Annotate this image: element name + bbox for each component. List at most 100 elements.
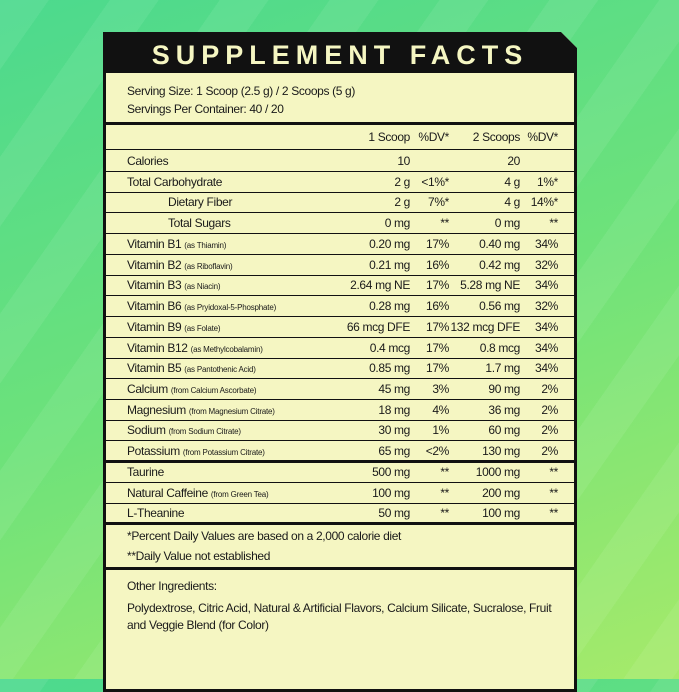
nutrient-dv-2: 34% (535, 236, 558, 251)
nutrient-note: (as Pantothenic Acid) (184, 365, 256, 375)
nutrient-note: (as Methylcobalamin) (190, 344, 263, 354)
divider (106, 420, 574, 421)
divider (106, 122, 574, 125)
nutrient-amount-1: 0.4 mcg (369, 340, 410, 355)
nutrient-dv-2: 2% (541, 382, 558, 397)
nutrient-amount-2: 0.42 mg (479, 257, 520, 272)
nutrient-amount-1: 18 mg (378, 402, 410, 417)
nutrient-dv-1: 16% (426, 299, 449, 314)
nutrient-dv-2: ** (549, 216, 558, 231)
nutrient-name: Dietary Fiber (168, 195, 232, 209)
divider (106, 378, 574, 379)
footnote: *Percent Daily Values are based on a 2,0… (127, 529, 402, 544)
divider (106, 254, 574, 255)
nutrient-amount-2: 4 g (504, 174, 520, 189)
nutrient-amount-1: 0.28 mg (369, 299, 410, 314)
nutrient-dv-2: 34% (535, 319, 558, 334)
nutrient-label: Vitamin B3 (127, 278, 182, 293)
nutrient-dv-1: 17% (426, 236, 449, 251)
nutrient-amount-1: 0.85 mg (369, 361, 410, 376)
nutrient-amount-1: 0.20 mg (369, 236, 410, 251)
nutrient-amount-2: 1000 mg (475, 464, 520, 479)
nutrient-note: (from Potassium Citrate) (182, 448, 265, 458)
nutrient-dv-2: 2% (541, 423, 558, 438)
nutrient-label: Vitamin B9 (127, 319, 182, 334)
nutrient-name: Vitamin B6 (as Pryidoxal-5-Phosphate) (127, 299, 276, 315)
nutrient-dv-2: 14%* (530, 195, 558, 210)
nutrient-amount-2: 200 mg (482, 485, 520, 500)
nutrient-amount-2: 0.56 mg (479, 299, 520, 314)
nutrient-name: Vitamin B3 (as Niacin) (127, 278, 220, 294)
nutrient-amount-2: 60 mg (488, 423, 520, 438)
nutrient-amount-2: 4 g (504, 195, 520, 210)
nutrient-dv-1: 17% (426, 278, 449, 293)
serving-size: Serving Size: 1 Scoop (2.5 g) / 2 Scoops… (127, 84, 356, 98)
nutrient-label: Total Carbohydrate (127, 174, 223, 189)
divider (106, 295, 574, 296)
divider (106, 482, 574, 483)
nutrient-label: Taurine (127, 464, 164, 479)
other-ingredients-heading: Other Ingredients: (127, 579, 217, 594)
divider (106, 460, 574, 463)
nutrient-label: Calcium (127, 382, 168, 397)
nutrient-name: Sodium (from Sodium Citrate) (127, 423, 241, 439)
nutrient-dv-2: 34% (535, 361, 558, 376)
nutrient-amount-2: 0 mg (494, 216, 520, 231)
nutrient-name: Magnesium (from Magnesium Citrate) (127, 403, 275, 419)
nutrient-note: (from Green Tea) (210, 489, 269, 499)
nutrient-dv-1: 1% (432, 423, 449, 438)
nutrient-amount-1: 100 mg (372, 485, 410, 500)
servings-per-container: Servings Per Container: 40 / 20 (127, 102, 284, 116)
nutrient-name: Calories (127, 154, 168, 168)
nutrient-dv-2: ** (549, 485, 558, 500)
nutrient-name: Vitamin B9 (as Folate) (127, 320, 220, 336)
nutrient-note: (as Pryidoxal-5-Phosphate) (184, 303, 277, 313)
nutrient-dv-1: 16% (426, 257, 449, 272)
nutrient-amount-2: 132 mcg DFE (450, 319, 520, 334)
nutrient-amount-1: 30 mg (378, 423, 410, 438)
title: SUPPLEMENT FACTS (151, 40, 529, 70)
nutrient-amount-2: 36 mg (488, 402, 520, 417)
nutrient-label: Magnesium (127, 402, 186, 417)
nutrient-amount-2: 100 mg (482, 506, 520, 521)
nutrient-label: Vitamin B6 (127, 299, 182, 314)
nutrient-amount-1: 65 mg (378, 444, 410, 459)
nutrient-name: Vitamin B1 (as Thiamin) (127, 237, 226, 253)
column-header: %DV* (418, 130, 449, 144)
column-header: 1 Scoop (368, 130, 410, 144)
divider (106, 399, 574, 400)
nutrient-dv-2: 2% (541, 402, 558, 417)
nutrient-note: (from Magnesium Citrate) (188, 406, 275, 416)
nutrient-name: Total Carbohydrate (127, 175, 222, 189)
divider (106, 567, 574, 570)
divider (106, 171, 574, 172)
divider (106, 358, 574, 359)
nutrient-amount-1: 0.21 mg (369, 257, 410, 272)
divider (106, 503, 574, 504)
nutrient-amount-2: 20 (507, 154, 520, 168)
supplement-panel: SUPPLEMENT FACTS Serving Size: 1 Scoop (… (103, 32, 577, 692)
title-bar (106, 35, 574, 73)
nutrient-name: L-Theanine (127, 506, 184, 520)
nutrient-name: Vitamin B12 (as Methylcobalamin) (127, 341, 263, 357)
nutrient-amount-1: 10 (397, 154, 410, 168)
nutrient-dv-1: <2% (425, 444, 449, 459)
footnote: **Daily Value not established (127, 549, 271, 564)
nutrient-dv-2: ** (549, 506, 558, 521)
nutrient-amount-1: 2.64 mg NE (350, 278, 410, 293)
divider (106, 337, 574, 338)
divider (106, 233, 574, 234)
nutrient-label: Vitamin B5 (127, 361, 182, 376)
nutrient-dv-2: 34% (535, 278, 558, 293)
nutrient-label: Calories (127, 154, 169, 168)
nutrient-amount-1: 66 mcg DFE (346, 319, 410, 334)
nutrient-amount-1: 2 g (394, 195, 410, 210)
nutrient-note: (as Thiamin) (184, 240, 227, 250)
nutrient-name: Taurine (127, 465, 164, 479)
column-header: %DV* (527, 130, 558, 144)
nutrient-label: Vitamin B12 (127, 340, 188, 355)
column-header: 2 Scoops (472, 130, 520, 144)
divider (106, 316, 574, 317)
divider (106, 275, 574, 276)
divider (106, 192, 574, 193)
